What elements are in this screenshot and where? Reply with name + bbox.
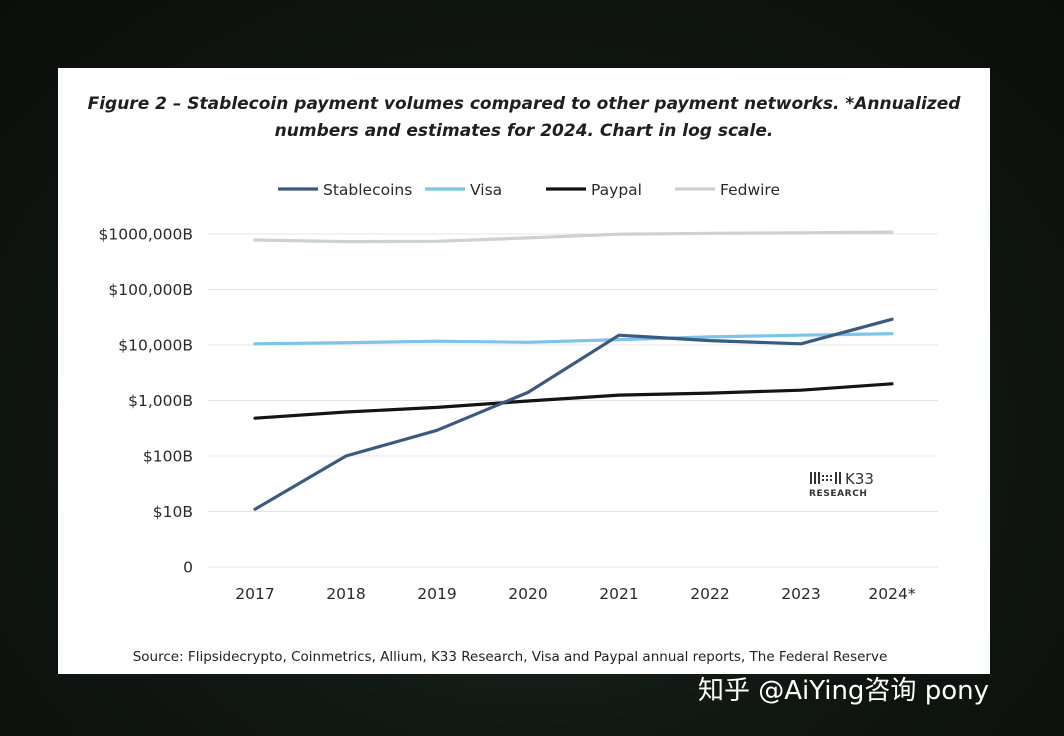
x-tick-label: 2019: [417, 585, 456, 603]
y-tick-label: 0: [183, 559, 193, 577]
x-tick-label: 2024*: [868, 585, 915, 603]
x-tick-label: 2020: [508, 585, 547, 603]
x-axis-ticks: 2017 2018 2019 2020 2021 2022 2023 2024*: [235, 585, 916, 603]
y-tick-label: $1000,000B: [99, 226, 193, 244]
y-tick-label: $1,000B: [128, 392, 193, 410]
line-chart: Figure 2 – Stablecoin payment volumes co…: [88, 94, 962, 665]
chart-source: Source: Flipsidecrypto, Coinmetrics, All…: [133, 649, 888, 665]
x-tick-label: 2023: [781, 585, 820, 603]
x-tick-label: 2018: [326, 585, 365, 603]
chart-title-line-2: numbers and estimates for 2024. Chart in…: [275, 121, 774, 141]
k33-research-logo: K33 RESEARCH: [809, 470, 874, 499]
legend-label-paypal: Paypal: [591, 181, 642, 199]
logo-name: K33: [845, 470, 874, 488]
k33-logo-icon: [810, 472, 841, 484]
y-tick-label: $100,000B: [108, 281, 193, 299]
legend-label-stablecoins: Stablecoins: [323, 181, 412, 199]
series-line-visa: [253, 332, 894, 346]
series-lines: [253, 230, 894, 511]
y-axis-ticks: 0 $10B $100B $1,000B $10,000B $100,000B $1000,…: [99, 226, 193, 577]
series-line-fedwire: [253, 230, 894, 244]
legend-label-fedwire: Fedwire: [720, 181, 780, 199]
x-tick-label: 2021: [599, 585, 638, 603]
chart-title-line-1: Figure 2 – Stablecoin payment volumes co…: [88, 94, 962, 114]
series-line-stablecoins: [253, 317, 894, 511]
gridlines: [208, 233, 938, 568]
y-tick-label: $10,000B: [118, 337, 193, 355]
x-tick-label: 2017: [235, 585, 274, 603]
chart-card: Figure 2 – Stablecoin payment volumes co…: [58, 68, 990, 674]
legend: Stablecoins Visa Paypal Fedwire: [278, 181, 780, 199]
watermark: 知乎 @AiYing咨询 pony: [698, 676, 989, 706]
series-line-paypal: [253, 382, 894, 420]
legend-label-visa: Visa: [470, 181, 502, 199]
y-tick-label: $10B: [153, 503, 193, 521]
y-tick-label: $100B: [143, 448, 193, 466]
x-tick-label: 2022: [690, 585, 729, 603]
logo-sub: RESEARCH: [809, 489, 868, 499]
